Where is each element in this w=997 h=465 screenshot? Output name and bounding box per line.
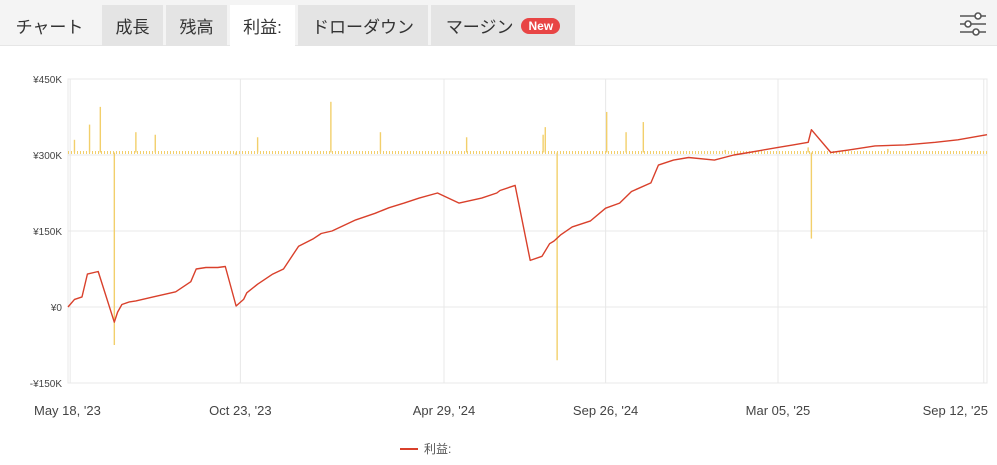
chart-legend[interactable]: 利益:: [400, 440, 451, 457]
x-tick-label: Sep 26, '24: [573, 403, 638, 418]
x-tick-label: Oct 23, '23: [209, 403, 271, 418]
profit-chart: ¥450K ¥300K ¥150K ¥0 -¥150K May 18, '23 Oct 2…: [30, 75, 988, 418]
y-tick-label: ¥300K: [32, 151, 62, 162]
profit-line: [67, 128, 988, 323]
tab-label: 残高: [179, 18, 214, 37]
legend-label: 利益:: [424, 442, 452, 456]
tab-growth[interactable]: 成長: [102, 5, 163, 46]
y-tick-label: -¥150K: [30, 379, 63, 390]
x-tick-label: Apr 29, '24: [413, 403, 475, 418]
tab-label: 利益:: [243, 18, 282, 37]
x-axis: May 18, '23 Oct 23, '23 Apr 29, '24 Sep 26,…: [34, 403, 988, 418]
sliders-icon: [960, 12, 986, 36]
y-axis: ¥450K ¥300K ¥150K ¥0 -¥150K: [30, 75, 63, 390]
tab-profit[interactable]: 利益:: [230, 5, 295, 46]
tab-label: チャート: [15, 18, 84, 37]
y-tick-label: ¥0: [50, 303, 63, 314]
tab-drawdown[interactable]: ドローダウン: [298, 5, 428, 46]
tab-chart[interactable]: チャート: [0, 5, 99, 46]
legend-line-swatch: [400, 447, 418, 450]
tab-balance[interactable]: 残高: [166, 5, 227, 46]
x-tick-label: May 18, '23: [34, 403, 101, 418]
tab-label: ドローダウン: [312, 18, 414, 37]
chart-settings-button[interactable]: [956, 8, 990, 40]
profit-line-layer: [67, 128, 988, 323]
tab-label: マージン: [445, 18, 514, 37]
y-tick-label: ¥450K: [32, 75, 62, 86]
tab-label: 成長: [115, 18, 150, 37]
tab-margin[interactable]: マージン New: [431, 5, 575, 46]
y-tick-label: ¥150K: [32, 227, 62, 238]
chart-grid: [67, 78, 988, 384]
x-tick-label: Mar 05, '25: [746, 403, 811, 418]
x-tick-label: Sep 12, '25: [923, 403, 988, 418]
new-badge: New: [521, 17, 561, 34]
chart-tab-bar: チャート 成長 残高 利益: ドローダウン マージン New: [0, 0, 997, 46]
